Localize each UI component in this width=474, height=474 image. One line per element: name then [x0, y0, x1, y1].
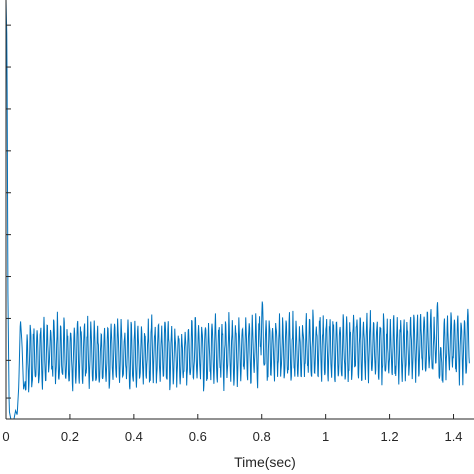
x-tick-label: 0	[2, 429, 9, 444]
x-axis-title: Time(sec)	[234, 454, 296, 470]
x-tick-label: 1	[322, 429, 329, 444]
x-tick-label: 0.8	[253, 429, 271, 444]
x-tick-label: 0.6	[189, 429, 207, 444]
x-tick-label: 0.4	[125, 429, 143, 444]
x-tick-label: 1.2	[381, 429, 399, 444]
x-tick-label: 0.2	[61, 429, 79, 444]
x-tick-label: 1.4	[444, 429, 462, 444]
y-ticks	[6, 24, 11, 399]
x-ticks: 0 0.2 0.4 0.6 0.8 1 1.2 1.4	[2, 414, 463, 444]
series-line	[5, 0, 470, 420]
series-group	[5, 0, 470, 420]
